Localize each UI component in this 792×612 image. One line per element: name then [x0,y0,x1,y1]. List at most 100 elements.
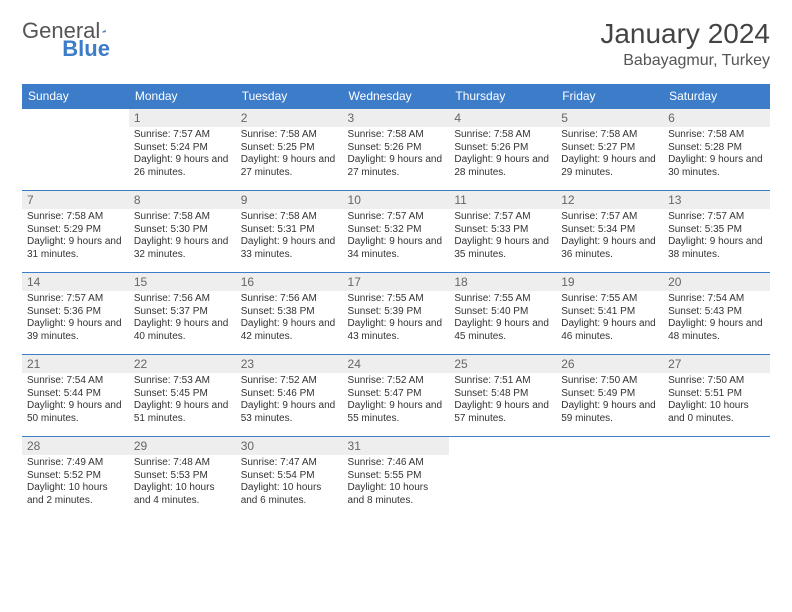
calendar-row: 14Sunrise: 7:57 AMSunset: 5:36 PMDayligh… [22,273,770,355]
calendar-cell: 8Sunrise: 7:58 AMSunset: 5:30 PMDaylight… [129,191,236,273]
calendar-cell: 26Sunrise: 7:50 AMSunset: 5:49 PMDayligh… [556,355,663,437]
day-details: Sunrise: 7:55 AMSunset: 5:39 PMDaylight:… [343,291,450,347]
day-number: 24 [343,355,450,373]
day-number: 10 [343,191,450,209]
day-details: Sunrise: 7:54 AMSunset: 5:43 PMDaylight:… [663,291,770,347]
calendar-cell [449,437,556,519]
day-details: Sunrise: 7:54 AMSunset: 5:44 PMDaylight:… [22,373,129,429]
calendar-cell: 7Sunrise: 7:58 AMSunset: 5:29 PMDaylight… [22,191,129,273]
day-details: Sunrise: 7:58 AMSunset: 5:30 PMDaylight:… [129,209,236,265]
weekday-header: Sunday [22,84,129,109]
calendar-cell: 29Sunrise: 7:48 AMSunset: 5:53 PMDayligh… [129,437,236,519]
day-details: Sunrise: 7:48 AMSunset: 5:53 PMDaylight:… [129,455,236,511]
day-number: 16 [236,273,343,291]
day-number: 19 [556,273,663,291]
calendar-cell: 21Sunrise: 7:54 AMSunset: 5:44 PMDayligh… [22,355,129,437]
day-details: Sunrise: 7:55 AMSunset: 5:40 PMDaylight:… [449,291,556,347]
day-details: Sunrise: 7:57 AMSunset: 5:24 PMDaylight:… [129,127,236,183]
day-number: 8 [129,191,236,209]
calendar-cell: 9Sunrise: 7:58 AMSunset: 5:31 PMDaylight… [236,191,343,273]
weekday-header: Saturday [663,84,770,109]
day-details: Sunrise: 7:58 AMSunset: 5:27 PMDaylight:… [556,127,663,183]
day-number: 4 [449,109,556,127]
calendar-cell: 10Sunrise: 7:57 AMSunset: 5:32 PMDayligh… [343,191,450,273]
calendar-cell: 2Sunrise: 7:58 AMSunset: 5:25 PMDaylight… [236,109,343,191]
calendar-cell: 15Sunrise: 7:56 AMSunset: 5:37 PMDayligh… [129,273,236,355]
header: General Blue January 2024 Babayagmur, Tu… [22,18,770,70]
day-number: 29 [129,437,236,455]
day-number: 27 [663,355,770,373]
logo-text-2: Blue [62,36,110,62]
day-number: 14 [22,273,129,291]
day-number: 26 [556,355,663,373]
day-details: Sunrise: 7:58 AMSunset: 5:26 PMDaylight:… [449,127,556,183]
day-number: 18 [449,273,556,291]
day-number: 11 [449,191,556,209]
day-details: Sunrise: 7:47 AMSunset: 5:54 PMDaylight:… [236,455,343,511]
weekday-header: Wednesday [343,84,450,109]
calendar-cell: 18Sunrise: 7:55 AMSunset: 5:40 PMDayligh… [449,273,556,355]
calendar-cell: 31Sunrise: 7:46 AMSunset: 5:55 PMDayligh… [343,437,450,519]
calendar-cell: 5Sunrise: 7:58 AMSunset: 5:27 PMDaylight… [556,109,663,191]
day-details: Sunrise: 7:52 AMSunset: 5:47 PMDaylight:… [343,373,450,429]
day-number: 22 [129,355,236,373]
calendar-cell: 1Sunrise: 7:57 AMSunset: 5:24 PMDaylight… [129,109,236,191]
day-number: 21 [22,355,129,373]
calendar-cell: 6Sunrise: 7:58 AMSunset: 5:28 PMDaylight… [663,109,770,191]
title-block: January 2024 Babayagmur, Turkey [600,18,770,70]
day-number: 1 [129,109,236,127]
day-details: Sunrise: 7:57 AMSunset: 5:34 PMDaylight:… [556,209,663,265]
calendar-cell: 20Sunrise: 7:54 AMSunset: 5:43 PMDayligh… [663,273,770,355]
calendar-cell: 13Sunrise: 7:57 AMSunset: 5:35 PMDayligh… [663,191,770,273]
calendar-cell: 11Sunrise: 7:57 AMSunset: 5:33 PMDayligh… [449,191,556,273]
day-number: 28 [22,437,129,455]
calendar-cell [556,437,663,519]
weekday-header: Monday [129,84,236,109]
day-details: Sunrise: 7:56 AMSunset: 5:37 PMDaylight:… [129,291,236,347]
day-number: 15 [129,273,236,291]
day-details: Sunrise: 7:56 AMSunset: 5:38 PMDaylight:… [236,291,343,347]
calendar-cell: 24Sunrise: 7:52 AMSunset: 5:47 PMDayligh… [343,355,450,437]
day-number: 13 [663,191,770,209]
day-number: 23 [236,355,343,373]
day-details: Sunrise: 7:58 AMSunset: 5:29 PMDaylight:… [22,209,129,265]
calendar-cell: 23Sunrise: 7:52 AMSunset: 5:46 PMDayligh… [236,355,343,437]
day-details: Sunrise: 7:58 AMSunset: 5:25 PMDaylight:… [236,127,343,183]
day-details: Sunrise: 7:49 AMSunset: 5:52 PMDaylight:… [22,455,129,511]
calendar-cell: 12Sunrise: 7:57 AMSunset: 5:34 PMDayligh… [556,191,663,273]
day-number: 12 [556,191,663,209]
day-details: Sunrise: 7:57 AMSunset: 5:32 PMDaylight:… [343,209,450,265]
calendar-cell [22,109,129,191]
day-details: Sunrise: 7:58 AMSunset: 5:28 PMDaylight:… [663,127,770,183]
calendar-row: 7Sunrise: 7:58 AMSunset: 5:29 PMDaylight… [22,191,770,273]
month-title: January 2024 [600,18,770,50]
calendar-cell: 4Sunrise: 7:58 AMSunset: 5:26 PMDaylight… [449,109,556,191]
calendar-cell: 28Sunrise: 7:49 AMSunset: 5:52 PMDayligh… [22,437,129,519]
calendar-cell: 22Sunrise: 7:53 AMSunset: 5:45 PMDayligh… [129,355,236,437]
calendar-table: SundayMondayTuesdayWednesdayThursdayFrid… [22,84,770,519]
logo: General Blue [22,18,180,44]
day-details: Sunrise: 7:58 AMSunset: 5:31 PMDaylight:… [236,209,343,265]
day-details: Sunrise: 7:46 AMSunset: 5:55 PMDaylight:… [343,455,450,511]
day-details: Sunrise: 7:50 AMSunset: 5:49 PMDaylight:… [556,373,663,429]
day-number: 5 [556,109,663,127]
day-details: Sunrise: 7:53 AMSunset: 5:45 PMDaylight:… [129,373,236,429]
day-details: Sunrise: 7:58 AMSunset: 5:26 PMDaylight:… [343,127,450,183]
weekday-header: Thursday [449,84,556,109]
calendar-cell: 16Sunrise: 7:56 AMSunset: 5:38 PMDayligh… [236,273,343,355]
calendar-cell: 17Sunrise: 7:55 AMSunset: 5:39 PMDayligh… [343,273,450,355]
calendar-cell: 25Sunrise: 7:51 AMSunset: 5:48 PMDayligh… [449,355,556,437]
calendar-cell: 3Sunrise: 7:58 AMSunset: 5:26 PMDaylight… [343,109,450,191]
day-number: 25 [449,355,556,373]
calendar-row: 1Sunrise: 7:57 AMSunset: 5:24 PMDaylight… [22,109,770,191]
day-number: 20 [663,273,770,291]
day-details: Sunrise: 7:55 AMSunset: 5:41 PMDaylight:… [556,291,663,347]
day-details: Sunrise: 7:57 AMSunset: 5:36 PMDaylight:… [22,291,129,347]
location: Babayagmur, Turkey [600,52,770,70]
calendar-cell: 27Sunrise: 7:50 AMSunset: 5:51 PMDayligh… [663,355,770,437]
day-number: 3 [343,109,450,127]
day-number: 17 [343,273,450,291]
day-number: 2 [236,109,343,127]
day-details: Sunrise: 7:52 AMSunset: 5:46 PMDaylight:… [236,373,343,429]
weekday-header: Friday [556,84,663,109]
